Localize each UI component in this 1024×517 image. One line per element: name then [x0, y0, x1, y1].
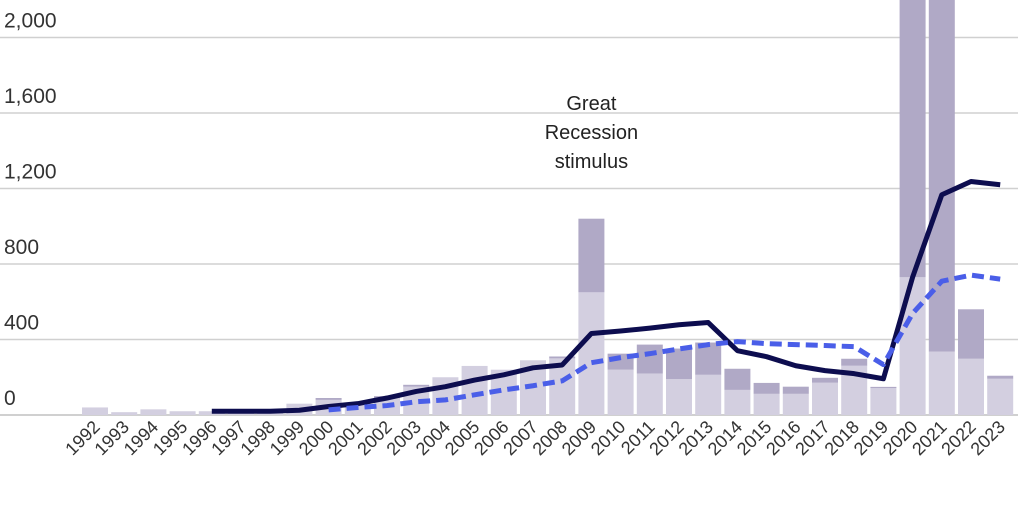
annotation-text: Great	[566, 93, 616, 115]
bar-segment-1	[403, 384, 430, 387]
x-tick-label: 2023	[967, 417, 1009, 459]
y-tick-label: 1,200	[4, 161, 57, 184]
bar-segment-0	[607, 369, 634, 415]
annotation-text: stimulus	[555, 151, 628, 173]
bar-segment-0	[928, 351, 955, 415]
bar-segment-0	[695, 374, 722, 415]
bar-segment-0	[812, 382, 838, 415]
bar-segment-0	[169, 411, 196, 415]
bar-segment-0	[578, 292, 605, 415]
bar-segment-1	[958, 309, 984, 359]
gridlines	[0, 36, 1018, 416]
dashed-series-line	[328, 272, 1001, 413]
bar-segment-1	[549, 356, 576, 359]
annotation-text: Recession	[545, 122, 638, 144]
y-tick-label: 2,000	[4, 10, 57, 33]
bar-segment-1	[812, 377, 838, 383]
bar-segment-0	[753, 393, 780, 415]
bar-segment-0	[987, 378, 1014, 415]
bar-segment-0	[82, 407, 108, 415]
bar-segment-0	[899, 277, 926, 415]
bar-segment-1	[666, 348, 692, 380]
bar-segment-0	[140, 409, 167, 415]
bar-segment-1	[578, 218, 605, 293]
bar-segment-1	[315, 398, 342, 400]
bar-segment-1	[987, 375, 1014, 379]
bar-segment-1	[870, 386, 897, 389]
lines	[211, 179, 1001, 414]
bar-segment-1	[841, 358, 868, 366]
bar-segment-1	[782, 386, 809, 394]
bars	[82, 0, 1014, 415]
bar-segment-1	[753, 382, 780, 394]
bar-segment-0	[782, 393, 809, 415]
x-axis-labels: 1992199319941995199619971998199920002001…	[61, 417, 1009, 459]
bar-segment-1	[928, 0, 955, 352]
bar-segment-0	[461, 365, 488, 415]
bar-segment-0	[870, 388, 897, 415]
solid-series-line	[211, 179, 1001, 414]
bar-segment-1	[636, 344, 663, 374]
bar-segment-0	[724, 389, 751, 415]
y-tick-label: 1,600	[4, 85, 57, 108]
y-tick-label: 0	[4, 387, 16, 410]
bar-segment-0	[636, 373, 663, 415]
bar-segment-0	[111, 412, 138, 415]
bar-segment-1	[724, 368, 751, 390]
bar-segment-0	[958, 358, 984, 415]
y-tick-label: 400	[4, 312, 39, 335]
bar-segment-1	[899, 0, 926, 278]
y-tick-label: 800	[4, 236, 39, 259]
annotation: Great Recession stimulus	[545, 93, 638, 173]
bar-segment-0	[666, 379, 692, 415]
y-axis-labels: 0 400 800 1,200 1,600 2,000	[4, 10, 57, 411]
